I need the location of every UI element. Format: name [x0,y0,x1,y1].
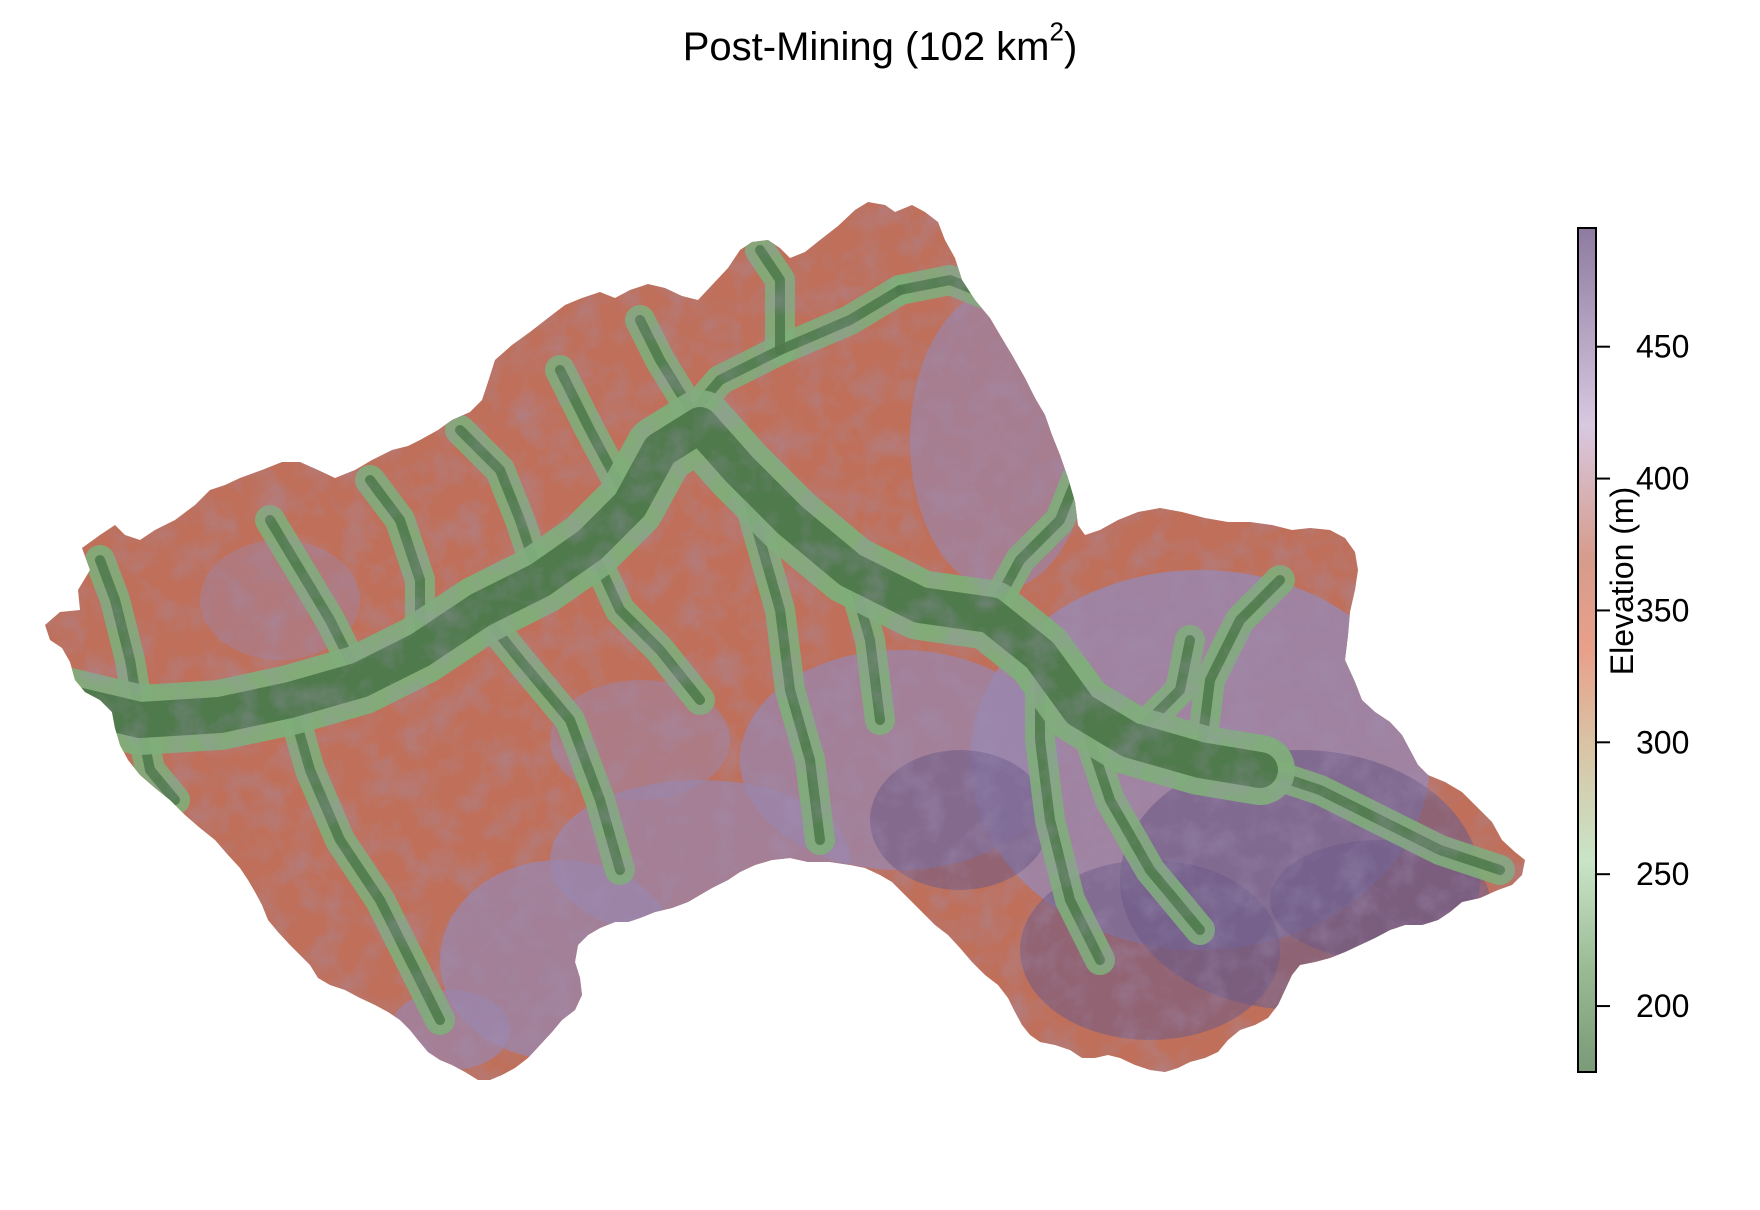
plot-title: Post-Mining (102 km2) [0,19,1760,72]
legend-tick-label: 350 [1636,592,1689,628]
plot-title-text: Post-Mining (102 km [682,25,1050,69]
legend-tick-label: 300 [1636,724,1689,760]
legend-tick-label: 450 [1636,329,1689,365]
legend-color-bar [1577,227,1597,1073]
plot-title-superscript: 2 [1049,16,1064,47]
plot-title-close: ) [1063,25,1078,69]
elevation-legend: 200 250 300 350 400 450 [1577,227,1689,1073]
legend-tick-label: 200 [1636,988,1689,1024]
legend-ticks: 200 250 300 350 400 450 [1596,329,1689,1024]
legend-tick-label: 400 [1636,461,1689,497]
legend-title: Elevation (m) [1604,486,1640,676]
legend-tick-label: 250 [1636,856,1689,892]
